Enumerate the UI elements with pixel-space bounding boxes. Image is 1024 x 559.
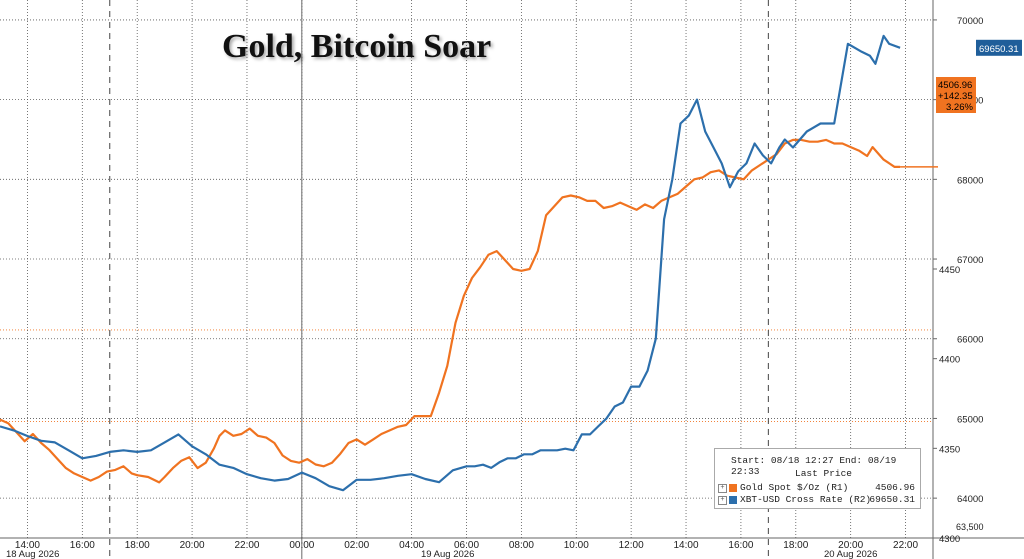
legend-range: Start: 08/18 12:27 End: 08/19 22:33 bbox=[731, 455, 897, 477]
legend-header: Last Price bbox=[795, 468, 853, 479]
x-tick-label: 16:00 bbox=[728, 540, 753, 551]
x-tick-label: 20:00 bbox=[180, 540, 205, 551]
x-tick-label: 08:00 bbox=[509, 540, 534, 551]
legend-row-btc: + XBT-USD Cross Rate (R2) 69650.31 bbox=[718, 494, 917, 506]
x-tick-label: 00:00 bbox=[289, 540, 314, 551]
legend: Start: 08/18 12:27 End: 08/19 22:33 Last… bbox=[714, 448, 921, 509]
x-tick-label: 16:00 bbox=[70, 540, 95, 551]
chart-title: Gold, Bitcoin Soar bbox=[222, 28, 492, 65]
gold-tick-label: 4350 bbox=[939, 444, 960, 455]
x-tick-label: 18:00 bbox=[125, 540, 150, 551]
legend-row-gold: + Gold Spot $/Oz (R1) 4506.96 bbox=[718, 482, 917, 494]
bitcoin-series-line bbox=[0, 34, 901, 492]
gold-last-tag bbox=[936, 77, 976, 113]
last-price-tags: 4506.96+142.353.26% 69650.31 bbox=[900, 39, 1022, 168]
right-tick-label: 68000 bbox=[957, 175, 983, 186]
x-tick-label: 20:00 bbox=[838, 540, 863, 551]
expand-icon[interactable]: + bbox=[718, 496, 727, 505]
btc-last-tag bbox=[976, 39, 1022, 56]
legend-value-btc: 69650.31 bbox=[869, 494, 915, 505]
legend-name-btc: XBT-USD Cross Rate (R2) bbox=[740, 494, 872, 505]
x-tick-label: 06:00 bbox=[454, 540, 479, 551]
gold-last-value: 4506.96 bbox=[938, 80, 972, 91]
gold-change: +142.35 bbox=[938, 91, 973, 102]
gold-tick-label: 4450 bbox=[939, 265, 960, 276]
legend-value-gold: 4506.96 bbox=[875, 482, 915, 493]
x-axis: 14:00 16:00 18:00 20:00 22:00 00:00 02:00 04:00… bbox=[6, 540, 919, 559]
x-tick-label: 22:00 bbox=[234, 540, 259, 551]
x-tick-label: 14:00 bbox=[15, 540, 40, 551]
x-tick-label: 12:00 bbox=[619, 540, 644, 551]
gold-tick-label: 4300 bbox=[939, 534, 960, 545]
date-label: 18 Aug 2026 bbox=[6, 549, 59, 559]
gold-change-pct: 3.26% bbox=[946, 102, 973, 113]
btc-last-value: 69650.31 bbox=[979, 44, 1019, 55]
right-tick-label: 70000 bbox=[957, 16, 983, 27]
right-tick-label: 65000 bbox=[957, 414, 983, 425]
x-tick-label: 14:00 bbox=[674, 540, 699, 551]
series bbox=[0, 34, 901, 492]
legend-name-gold: Gold Spot $/Oz (R1) bbox=[740, 482, 849, 493]
expand-icon[interactable]: + bbox=[718, 484, 727, 493]
gold-tick-label: 4400 bbox=[939, 355, 960, 366]
x-tick-label: 02:00 bbox=[344, 540, 369, 551]
right-tick-label: 64000 bbox=[957, 494, 983, 505]
right-tick-label: 67000 bbox=[957, 255, 983, 266]
x-tick-label: 18:00 bbox=[783, 540, 808, 551]
corner-label: 63,500 bbox=[956, 522, 984, 532]
gold-series-line bbox=[0, 138, 901, 484]
date-label: 20 Aug 2026 bbox=[824, 549, 877, 559]
x-tick-label: 10:00 bbox=[564, 540, 589, 551]
y-axis: 6400065000660006700068000690007000043004… bbox=[933, 16, 984, 545]
legend-swatch-btc bbox=[729, 496, 737, 504]
x-tick-label: 04:00 bbox=[399, 540, 424, 551]
legend-swatch-gold bbox=[729, 484, 737, 492]
x-tick-label: 22:00 bbox=[893, 540, 918, 551]
date-label: 19 Aug 2026 bbox=[421, 549, 474, 559]
right-tick-label: 66000 bbox=[957, 335, 983, 346]
